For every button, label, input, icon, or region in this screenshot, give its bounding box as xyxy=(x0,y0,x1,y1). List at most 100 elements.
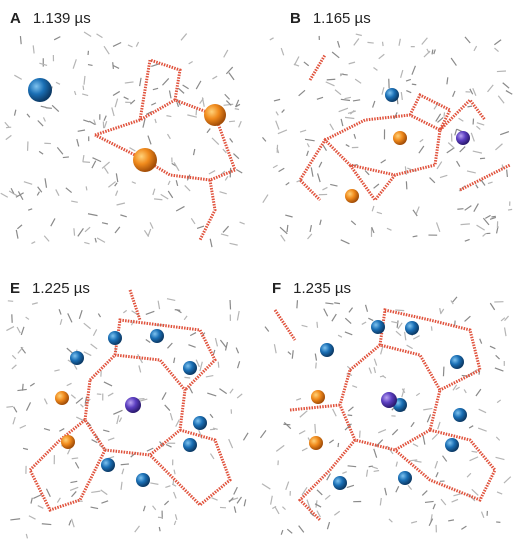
water-stick xyxy=(452,499,458,502)
water-stick xyxy=(223,149,227,153)
water-stick xyxy=(140,78,141,86)
water-stick xyxy=(84,352,91,356)
water-stick xyxy=(496,457,505,459)
water-stick xyxy=(448,520,454,521)
water-stick xyxy=(323,145,326,151)
water-stick xyxy=(332,52,339,58)
water-stick xyxy=(281,235,285,241)
water-stick xyxy=(381,346,383,354)
water-stick xyxy=(229,73,234,80)
water-stick xyxy=(184,377,190,378)
water-stick xyxy=(26,317,29,319)
water-stick xyxy=(341,119,343,126)
water-stick xyxy=(240,222,245,224)
water-stick xyxy=(508,209,512,210)
water-stick xyxy=(369,368,371,374)
water-stick xyxy=(413,444,418,447)
water-stick xyxy=(334,303,340,304)
water-stick xyxy=(72,491,77,496)
water-stick xyxy=(14,407,17,413)
water-stick xyxy=(189,62,193,64)
water-stick xyxy=(338,41,340,47)
bond-path xyxy=(275,310,295,340)
water-stick xyxy=(14,75,21,79)
water-stick xyxy=(97,238,105,242)
water-stick xyxy=(143,506,145,511)
water-stick xyxy=(374,449,377,458)
water-stick xyxy=(476,185,478,189)
water-stick xyxy=(410,460,417,461)
water-stick xyxy=(334,511,339,515)
water-stick xyxy=(299,431,305,434)
water-stick xyxy=(29,516,36,519)
water-stick xyxy=(276,445,284,451)
water-stick xyxy=(113,66,119,69)
ion xyxy=(28,78,52,102)
water-stick xyxy=(465,239,470,241)
water-stick xyxy=(88,65,93,66)
water-stick xyxy=(78,228,84,236)
water-stick xyxy=(210,239,212,247)
water-stick xyxy=(326,82,335,86)
water-stick xyxy=(84,32,91,36)
water-stick xyxy=(184,316,187,320)
water-stick xyxy=(447,148,454,153)
water-stick xyxy=(60,319,62,325)
water-stick xyxy=(234,487,238,494)
water-stick xyxy=(473,151,482,153)
water-stick xyxy=(407,345,413,349)
water-stick xyxy=(86,186,87,190)
water-stick xyxy=(460,147,465,152)
water-stick xyxy=(339,108,348,112)
water-stick xyxy=(165,486,170,488)
panel-label: B xyxy=(290,10,301,27)
water-stick xyxy=(1,193,8,197)
water-stick xyxy=(132,182,136,184)
water-stick xyxy=(108,393,113,396)
water-stick xyxy=(479,409,486,413)
water-stick xyxy=(168,191,172,198)
water-stick xyxy=(353,100,360,101)
water-stick xyxy=(51,218,55,226)
water-stick xyxy=(31,242,35,244)
water-stick xyxy=(116,191,118,196)
water-stick xyxy=(265,327,269,332)
water-stick xyxy=(389,519,392,522)
water-stick xyxy=(223,226,229,232)
panel-label: F xyxy=(272,280,281,297)
water-stick xyxy=(477,123,484,125)
water-stick xyxy=(382,87,384,94)
water-stick xyxy=(319,162,322,167)
water-stick xyxy=(80,404,83,407)
water-stick xyxy=(194,149,195,155)
water-stick xyxy=(281,48,283,55)
water-stick xyxy=(416,393,420,395)
water-stick xyxy=(368,318,373,320)
water-stick xyxy=(18,347,23,353)
ion xyxy=(450,355,464,369)
water-stick xyxy=(474,46,477,51)
hydrogen-bond-network xyxy=(30,55,510,520)
water-stick xyxy=(490,346,495,349)
water-stick xyxy=(236,170,242,173)
water-stick xyxy=(356,34,362,35)
water-stick xyxy=(224,104,234,105)
water-stick xyxy=(97,34,103,38)
water-stick xyxy=(345,97,351,98)
water-stick xyxy=(372,467,377,469)
water-stick xyxy=(200,362,202,371)
water-stick xyxy=(190,333,196,336)
water-stick xyxy=(399,39,400,46)
water-stick xyxy=(21,327,24,335)
water-stick xyxy=(383,42,384,46)
water-stick xyxy=(150,222,153,228)
water-stick xyxy=(288,352,291,355)
water-stick xyxy=(30,383,34,386)
water-stick xyxy=(239,121,242,127)
panel-header: B1.165 µs xyxy=(290,10,371,27)
water-stick xyxy=(83,86,84,90)
ion xyxy=(125,397,141,413)
water-stick xyxy=(287,529,292,533)
water-stick xyxy=(476,389,481,396)
water-stick xyxy=(448,143,454,149)
